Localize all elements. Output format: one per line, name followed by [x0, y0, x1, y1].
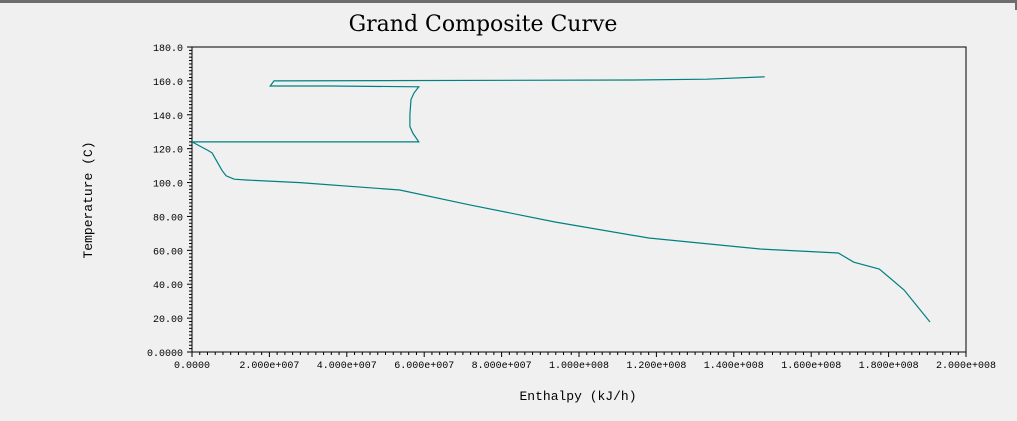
x-tick-label: 1.600e+008	[781, 361, 841, 372]
y-tick-label: 100.0	[153, 180, 183, 191]
y-tick-label: 120.0	[153, 146, 183, 157]
x-tick-label: 1.800e+008	[859, 361, 919, 372]
window-right-border	[1015, 0, 1017, 10]
x-tick-label: 1.400e+008	[704, 361, 764, 372]
y-tick-label: 0.0000	[147, 349, 183, 360]
y-tick-label: 20.00	[153, 315, 183, 326]
plot-frame	[191, 46, 967, 353]
x-tick-label: 2.000e+007	[239, 361, 299, 372]
y-tick-label: 180.0	[153, 44, 183, 55]
y-tick-label: 80.00	[153, 213, 183, 224]
x-tick-label: 2.000e+008	[936, 361, 996, 372]
x-axis-label: Enthalpy (kJ/h)	[519, 389, 636, 404]
y-tick-label: 160.0	[153, 78, 183, 89]
x-tick-label: 6.000e+007	[394, 361, 454, 372]
x-tick-label: 8.000e+007	[472, 361, 532, 372]
x-tick-label: 4.000e+007	[317, 361, 377, 372]
x-tick-label: 0.0000	[174, 361, 210, 372]
chart-title: Grand Composite Curve	[349, 12, 618, 37]
x-tick-label: 1.200e+008	[626, 361, 686, 372]
y-axis-label: Temperature (C)	[81, 141, 96, 258]
x-tick-label: 1.000e+008	[549, 361, 609, 372]
y-tick-label: 60.00	[153, 247, 183, 258]
y-tick-label: 40.00	[153, 281, 183, 292]
series-line	[191, 76, 931, 323]
window-top-border	[0, 0, 1017, 3]
y-tick-label: 140.0	[153, 112, 183, 123]
